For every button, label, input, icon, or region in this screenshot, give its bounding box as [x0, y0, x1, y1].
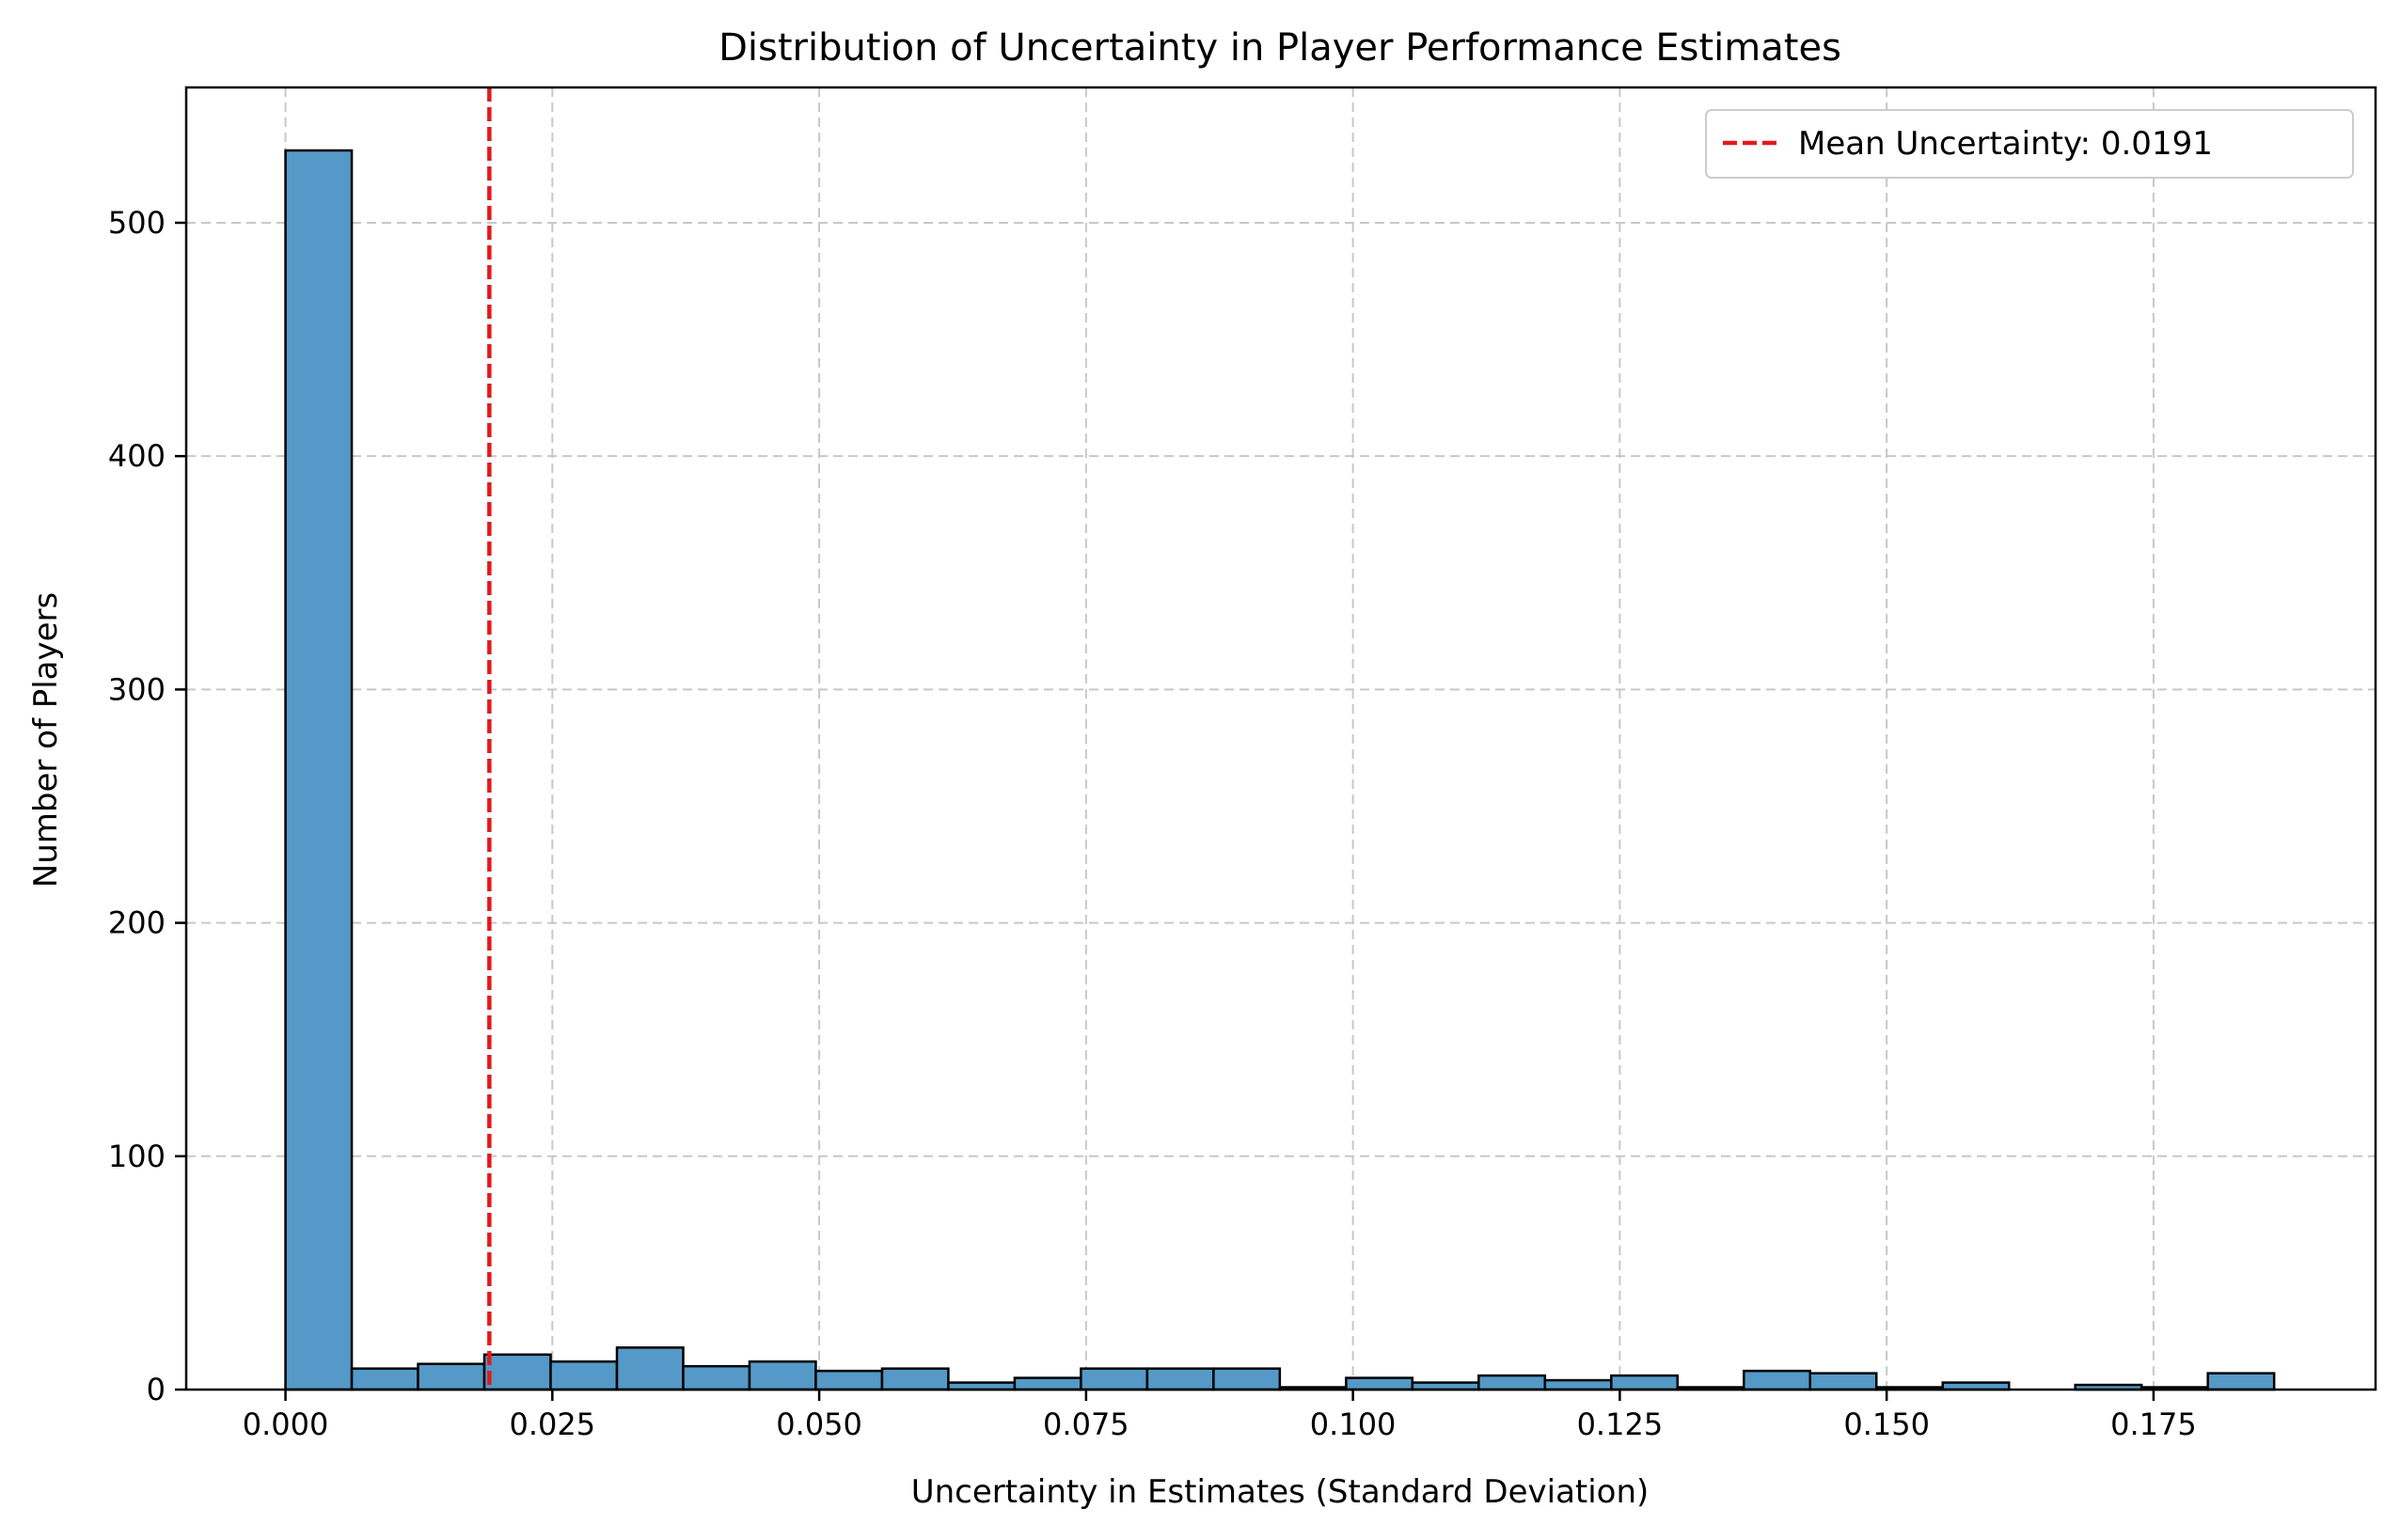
histogram-bar: [1145, 1367, 1215, 1391]
x-tick-label: 0.100: [1310, 1406, 1397, 1442]
histogram-bar: [350, 1367, 419, 1391]
histogram-bar: [482, 1353, 552, 1391]
legend: Mean Uncertainty: 0.0191: [1705, 109, 2354, 179]
histogram-bar: [2206, 1372, 2276, 1391]
histogram-bar: [1212, 1367, 1282, 1391]
histogram-bars: [284, 149, 2276, 1391]
histogram-bar: [1080, 1367, 1149, 1391]
histogram-bar: [814, 1369, 884, 1391]
histogram-bar: [682, 1364, 751, 1391]
y-tick-label: 200: [108, 905, 166, 941]
x-tick-label: 0.000: [243, 1406, 329, 1442]
x-axis-ticks: 0.000 0.025 0.050 0.075 0.100 0.125 0.150 0.175: [243, 1390, 2197, 1442]
histogram-bar: [1477, 1374, 1547, 1391]
histogram-bar: [1743, 1369, 1812, 1391]
x-tick-label: 0.050: [776, 1406, 862, 1442]
y-tick-label: 100: [108, 1139, 166, 1174]
legend-mean-label: Mean Uncertainty: 0.0191: [1798, 125, 2213, 163]
y-tick-label: 500: [108, 205, 166, 241]
y-axis-label: Number of Players: [27, 592, 65, 888]
plot-frame: [184, 86, 2377, 1391]
histogram-bar: [284, 149, 354, 1391]
histogram-bar: [748, 1359, 817, 1391]
histogram-bar: [1808, 1372, 1878, 1391]
x-tick-label: 0.125: [1577, 1406, 1664, 1442]
histogram-bar: [1610, 1374, 1680, 1391]
y-tick-label: 300: [108, 671, 166, 707]
histogram-bar: [615, 1346, 685, 1391]
histogram-bar: [549, 1359, 619, 1391]
x-tick-label: 0.150: [1843, 1406, 1930, 1442]
histogram-bar: [1543, 1378, 1613, 1391]
y-tick-label: 0: [147, 1372, 166, 1407]
histogram-bar: [880, 1367, 950, 1391]
legend-box: [1705, 109, 2354, 179]
y-tick-label: 400: [108, 438, 166, 474]
histogram-bar: [1345, 1376, 1414, 1391]
y-axis-ticks: 0 100 200 300 400 500: [108, 205, 186, 1407]
histogram-bar: [1013, 1376, 1082, 1391]
x-tick-label: 0.075: [1043, 1406, 1129, 1442]
histogram-bar: [417, 1362, 486, 1391]
x-tick-label: 0.175: [2110, 1406, 2197, 1442]
chart-title: Distribution of Uncertainty in Player Pe…: [718, 26, 1841, 70]
x-tick-label: 0.025: [510, 1406, 596, 1442]
x-axis-label: Uncertainty in Estimates (Standard Devia…: [911, 1473, 1650, 1511]
